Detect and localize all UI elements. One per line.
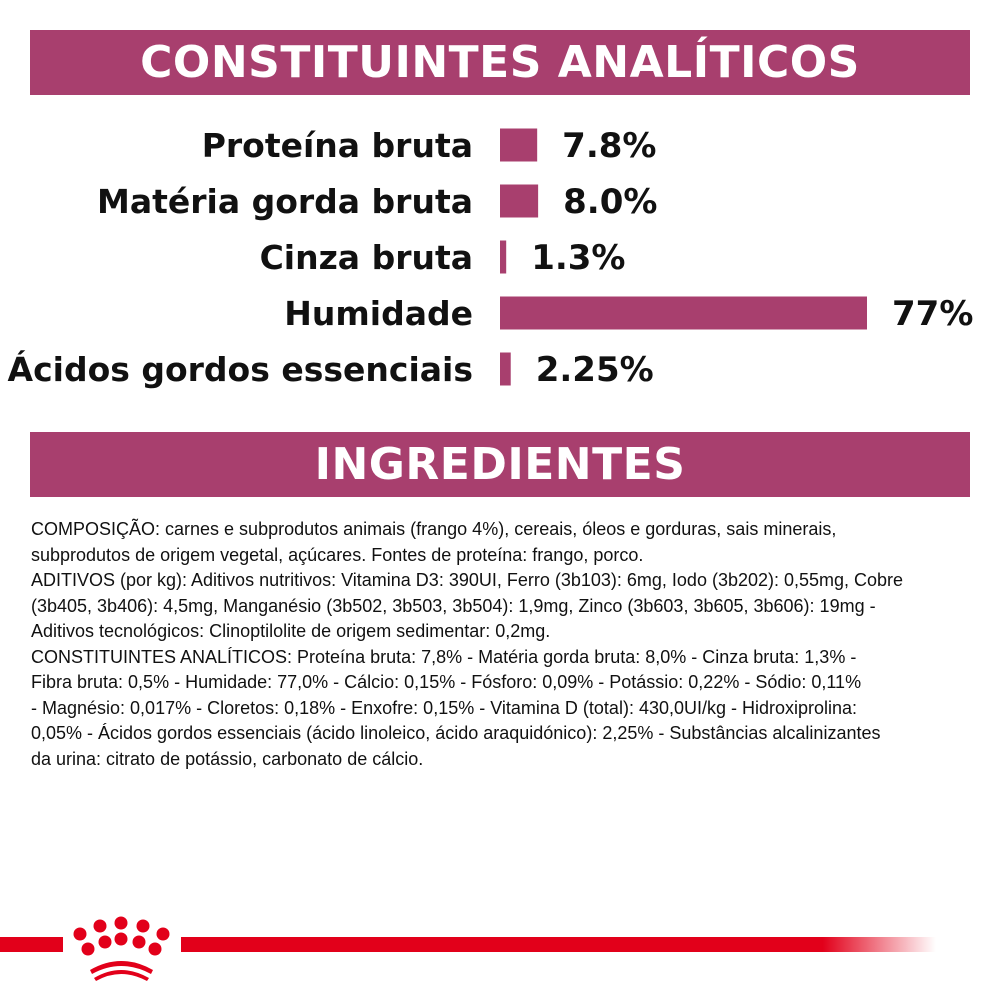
data-label: 8.0% [563, 182, 657, 222]
ingredients-title: INGREDIENTES [314, 439, 686, 490]
logo-line-right [181, 937, 936, 952]
bar [500, 128, 538, 162]
ingredients-line: COMPOSIÇÃO: carnes e subprodutos animais… [31, 519, 837, 539]
logo-line-left [0, 937, 63, 952]
analytics-title: CONSTITUINTES ANALÍTICOS [140, 37, 860, 88]
crown-icon [73, 916, 170, 981]
ingredients-banner: INGREDIENTES [30, 432, 970, 497]
ingredients-line: Aditivos tecnológicos: Clinoptilolite de… [31, 621, 551, 641]
ingredients-line: - Magnésio: 0,017% - Cloretos: 0,18% - E… [31, 697, 858, 718]
category-label: Humidade [284, 294, 473, 333]
ingredients-line: (3b405, 3b406): 4,5mg, Manganésio (3b502… [31, 595, 876, 616]
bar [500, 184, 539, 218]
ingredients-line: ADITIVOS (por kg): Aditivos nutritivos: … [31, 570, 904, 590]
analytics-bar-chart: Proteína bruta 7.8% Matéria gorda bruta 8.0… [8, 126, 974, 390]
data-label: 2.25% [536, 350, 654, 390]
ingredients-line: da urina: citrato de potássio, carbonato… [31, 748, 424, 769]
data-label: 77% [892, 294, 973, 334]
ingredients-line: CONSTITUINTES ANALÍTICOS: Proteína bruta… [31, 646, 857, 667]
category-label: Matéria gorda bruta [97, 182, 473, 221]
ingredients-line: 0,05% - Ácidos gordos essenciais (ácido … [31, 723, 881, 743]
category-label: Proteína bruta [202, 126, 473, 165]
data-label: 1.3% [531, 238, 625, 278]
category-label: Ácidos gordos essenciais [8, 349, 473, 389]
ingredients-text: COMPOSIÇÃO: carnes e subprodutos animais… [31, 517, 981, 772]
ingredients-line: Fibra bruta: 0,5% - Humidade: 77,0% - Cá… [31, 672, 862, 692]
royal-canin-logo [0, 916, 936, 981]
data-label: 7.8% [562, 126, 656, 166]
ingredients-line: subprodutos de origem vegetal, açúcares.… [31, 544, 644, 565]
analytics-banner: CONSTITUINTES ANALÍTICOS [30, 30, 970, 95]
bar [500, 296, 867, 330]
bar [500, 352, 511, 386]
category-label: Cinza bruta [260, 238, 473, 277]
bar [500, 240, 507, 274]
